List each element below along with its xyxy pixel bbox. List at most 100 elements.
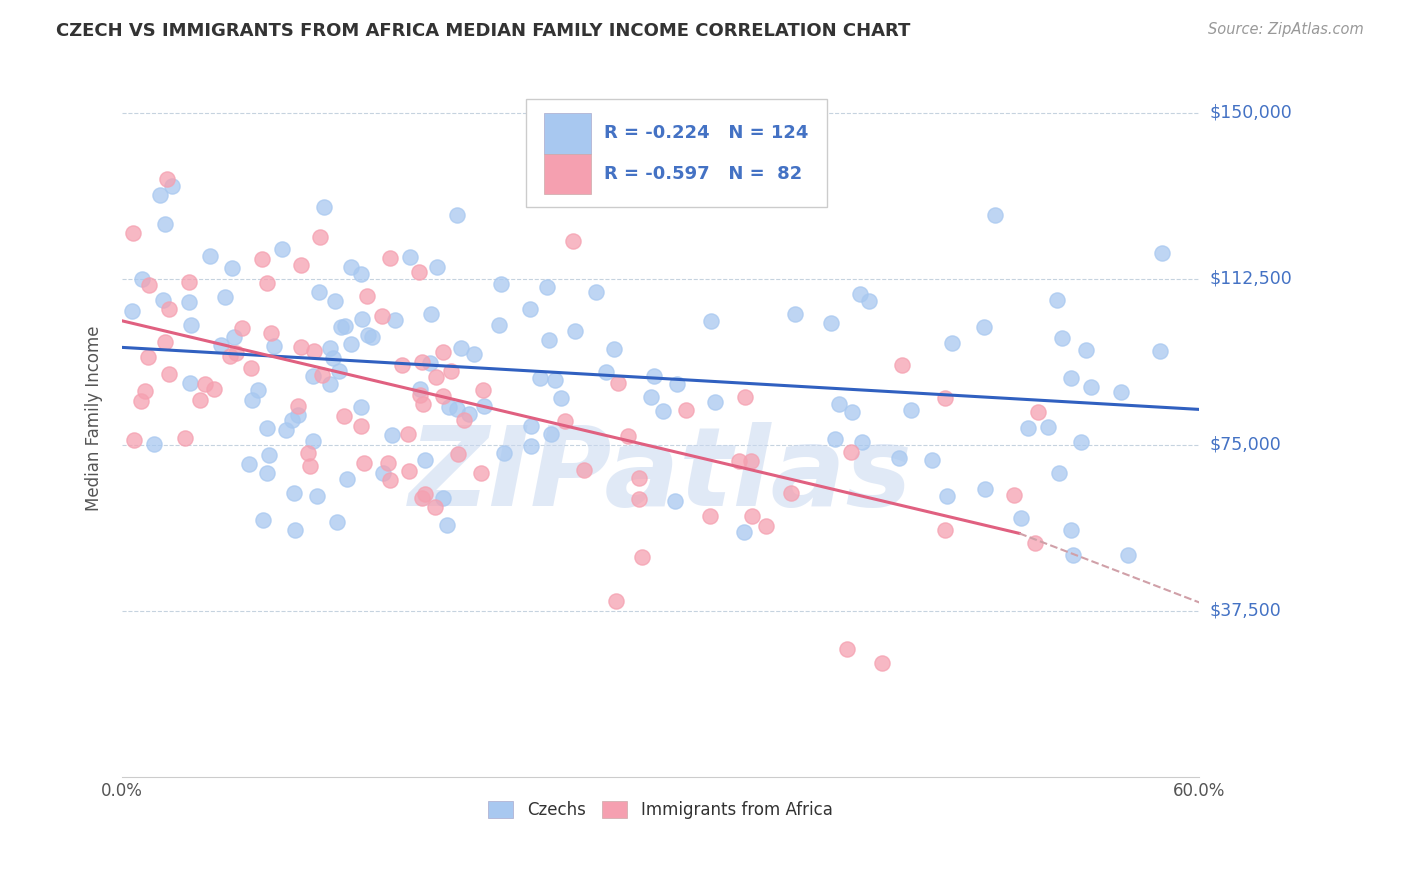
Point xyxy=(361,329,384,343)
Point xyxy=(284,523,307,537)
FancyBboxPatch shape xyxy=(544,113,592,153)
Point xyxy=(340,260,363,274)
Point xyxy=(246,383,269,397)
Point xyxy=(333,409,356,424)
Point xyxy=(824,432,846,446)
Point xyxy=(666,376,689,391)
Point xyxy=(432,344,454,359)
Point xyxy=(221,261,243,276)
Point xyxy=(312,200,335,214)
Point xyxy=(1060,523,1083,537)
Point xyxy=(329,320,352,334)
Point xyxy=(134,384,156,398)
Point xyxy=(339,337,361,351)
Point xyxy=(413,487,436,501)
Point xyxy=(755,518,778,533)
Point xyxy=(1149,343,1171,358)
Point xyxy=(779,486,801,500)
Point xyxy=(519,302,541,317)
Point xyxy=(399,250,422,264)
Point xyxy=(492,445,515,459)
Point xyxy=(1076,343,1098,358)
Point xyxy=(350,312,373,326)
Point xyxy=(450,342,472,356)
Point xyxy=(1038,420,1060,434)
Point xyxy=(157,367,180,381)
Text: R = -0.597   N =  82: R = -0.597 N = 82 xyxy=(605,165,803,184)
Point xyxy=(1010,511,1032,525)
Point xyxy=(783,307,806,321)
Point xyxy=(936,489,959,503)
Point xyxy=(259,326,281,340)
Point xyxy=(699,508,721,523)
Point xyxy=(174,431,197,445)
Point xyxy=(432,491,454,506)
Point xyxy=(1152,246,1174,260)
Point xyxy=(149,187,172,202)
Point xyxy=(664,493,686,508)
Point xyxy=(700,314,723,328)
Point xyxy=(411,491,433,505)
Point xyxy=(177,294,200,309)
Point xyxy=(290,258,312,272)
Point xyxy=(891,358,914,372)
Point xyxy=(136,350,159,364)
Point xyxy=(470,466,492,480)
Point xyxy=(631,550,654,565)
Point xyxy=(519,418,541,433)
Point xyxy=(287,399,309,413)
Point xyxy=(308,285,330,299)
Point xyxy=(371,466,394,480)
Point xyxy=(887,451,910,466)
Point xyxy=(371,310,394,324)
Point xyxy=(155,334,177,349)
Point xyxy=(453,413,475,427)
Y-axis label: Median Family Income: Median Family Income xyxy=(86,326,103,511)
Text: $75,000: $75,000 xyxy=(1209,436,1282,454)
Point xyxy=(432,389,454,403)
Point xyxy=(305,490,328,504)
Point xyxy=(851,435,873,450)
Point xyxy=(200,249,222,263)
Point xyxy=(238,457,260,471)
Point xyxy=(308,230,330,244)
Point xyxy=(983,208,1005,222)
Point xyxy=(934,523,956,537)
Point xyxy=(437,400,460,414)
Point xyxy=(1060,371,1083,385)
Point xyxy=(728,454,751,468)
Point xyxy=(1049,466,1071,480)
Point xyxy=(263,339,285,353)
Point xyxy=(283,486,305,500)
Point xyxy=(131,272,153,286)
Point xyxy=(319,376,342,391)
Point xyxy=(322,351,344,366)
Point xyxy=(1116,549,1139,563)
Point xyxy=(520,439,543,453)
Point xyxy=(1046,293,1069,308)
Point xyxy=(122,226,145,240)
Point xyxy=(585,285,607,299)
Point xyxy=(595,365,617,379)
Point xyxy=(411,355,433,369)
Point xyxy=(319,341,342,355)
Point xyxy=(628,492,651,507)
Point xyxy=(143,437,166,451)
Legend: Czechs, Immigrants from Africa: Czechs, Immigrants from Africa xyxy=(482,795,839,826)
Point xyxy=(652,403,675,417)
Point xyxy=(287,408,309,422)
Point xyxy=(194,376,217,391)
Point xyxy=(219,349,242,363)
Point xyxy=(617,428,640,442)
Point xyxy=(409,383,432,397)
Text: $112,500: $112,500 xyxy=(1209,269,1292,288)
Point xyxy=(350,419,373,434)
Point xyxy=(1062,549,1084,563)
Point xyxy=(544,373,567,387)
Point xyxy=(256,276,278,290)
Point xyxy=(188,393,211,408)
Point xyxy=(333,319,356,334)
Point xyxy=(159,302,181,317)
Point xyxy=(290,340,312,354)
Point xyxy=(425,370,447,384)
